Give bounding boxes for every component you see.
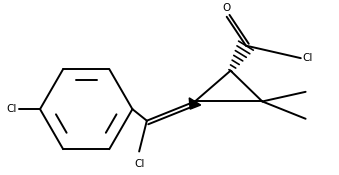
Polygon shape xyxy=(189,98,201,109)
Text: Cl: Cl xyxy=(303,53,313,63)
Text: Cl: Cl xyxy=(134,159,144,169)
Text: O: O xyxy=(223,3,231,13)
Text: Cl: Cl xyxy=(6,104,17,114)
